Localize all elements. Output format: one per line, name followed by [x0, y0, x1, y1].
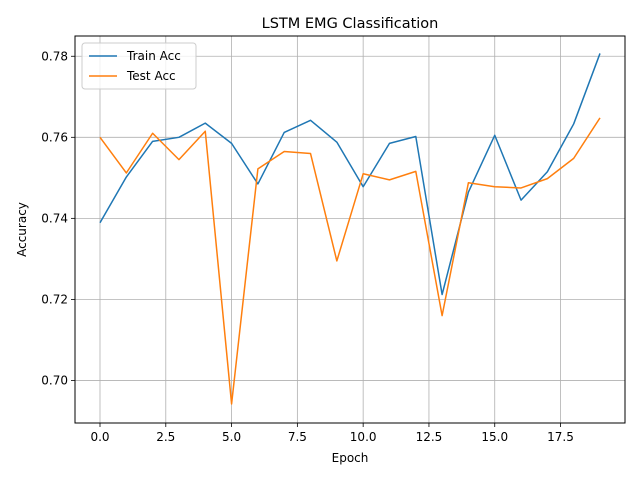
plot-area-frame	[74, 35, 626, 424]
y-axis-title: Accuracy	[15, 202, 29, 257]
x-tick-label: 2.5	[156, 430, 175, 444]
legend-box	[81, 42, 197, 90]
chart-title: LSTM EMG Classification	[262, 16, 439, 32]
y-axis: 0.70 0.72 0.74 0.76 0.78	[41, 49, 75, 387]
legend: Train Acc Test Acc	[81, 42, 197, 90]
y-tick-label: 0.72	[41, 292, 68, 306]
series-line-test-acc	[99, 117, 601, 405]
legend-label-train-acc: Train Acc	[126, 49, 181, 63]
x-tick-label: 0.0	[90, 430, 109, 444]
y-tick-label: 0.78	[41, 49, 68, 63]
x-tick-label: 5.0	[222, 430, 241, 444]
y-tick-label: 0.70	[41, 373, 68, 387]
x-tick-label: 15.0	[481, 430, 508, 444]
x-tick-label: 12.5	[416, 430, 443, 444]
x-axis-title: Epoch	[332, 451, 369, 465]
y-tick-label: 0.76	[41, 130, 68, 144]
x-tick-label: 7.5	[288, 430, 307, 444]
legend-label-test-acc: Test Acc	[126, 69, 176, 83]
x-axis: 0.0 2.5 5.0 7.5 10.0 12.5 15.0 17.5	[90, 423, 574, 444]
x-tick-label: 10.0	[350, 430, 377, 444]
y-tick-label: 0.74	[41, 211, 68, 225]
x-tick-label: 17.5	[547, 430, 574, 444]
series-lines	[99, 53, 601, 405]
series-line-train-acc	[99, 53, 601, 296]
